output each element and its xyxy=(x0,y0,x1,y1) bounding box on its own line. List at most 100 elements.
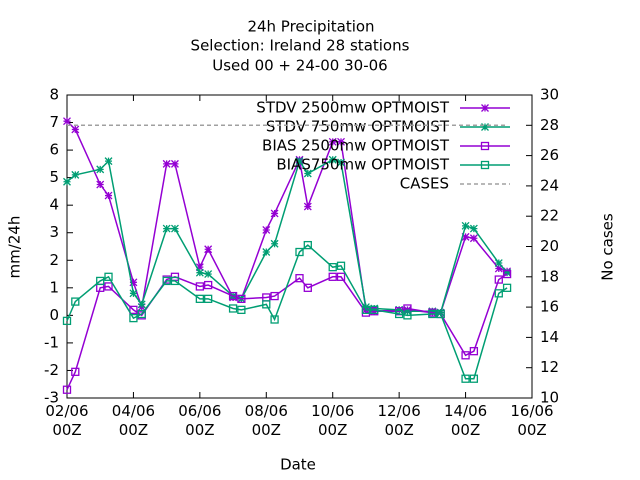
marker xyxy=(195,294,205,303)
y2-axis-label: No cases xyxy=(599,213,617,281)
x-tick-label: 14/06 00Z xyxy=(443,402,488,439)
chart-subtitle: Selection: Ireland 28 stations xyxy=(191,37,410,55)
marker xyxy=(394,309,404,319)
marker xyxy=(129,305,138,315)
y-axis-label: mm/24h xyxy=(6,216,24,279)
marker xyxy=(96,276,105,286)
marker xyxy=(237,305,246,315)
marker xyxy=(502,283,512,292)
marker xyxy=(303,283,312,292)
x-tick-label: 12/06 00Z xyxy=(377,402,421,439)
marker xyxy=(204,245,213,254)
legend-label: CASES xyxy=(400,175,449,193)
y2-tick-label: 14 xyxy=(540,328,559,346)
marker xyxy=(270,315,279,324)
marker xyxy=(162,159,171,168)
y-tick-label: -2 xyxy=(44,361,59,379)
x-tick-label: 16/06 00Z xyxy=(510,402,554,439)
marker xyxy=(162,224,171,233)
x-tick-label: 08/06 00Z xyxy=(244,402,288,439)
marker xyxy=(104,191,113,200)
marker xyxy=(129,289,138,298)
marker xyxy=(71,297,80,306)
marker xyxy=(195,263,204,272)
marker xyxy=(503,268,512,277)
y-tick-label: 2 xyxy=(49,251,59,269)
marker xyxy=(494,264,503,273)
y2-tick-label: 16 xyxy=(540,298,559,316)
marker xyxy=(170,224,179,233)
marker xyxy=(469,374,479,383)
marker xyxy=(195,268,204,277)
marker xyxy=(494,289,503,298)
marker xyxy=(469,347,479,356)
marker xyxy=(63,177,71,186)
y-tick-label: 1 xyxy=(49,278,59,296)
marker xyxy=(204,270,213,279)
x-tick-label: 02/06 00Z xyxy=(45,402,89,439)
marker xyxy=(195,282,205,291)
marker xyxy=(480,160,490,170)
marker xyxy=(270,239,279,248)
y-tick-label: -1 xyxy=(44,333,59,351)
marker xyxy=(502,269,512,279)
marker xyxy=(303,202,312,211)
legend-label: STDV 2500mw OPTMOIST xyxy=(256,99,450,117)
marker xyxy=(262,226,271,234)
marker xyxy=(336,261,346,270)
y2-tick-label: 22 xyxy=(540,207,559,225)
marker xyxy=(328,155,337,164)
marker xyxy=(137,300,146,309)
marker xyxy=(370,305,379,315)
y-tick-label: 5 xyxy=(49,168,59,186)
marker xyxy=(170,159,179,168)
marker xyxy=(295,247,304,257)
marker xyxy=(295,274,304,283)
marker xyxy=(71,125,80,134)
y2-tick-label: 20 xyxy=(540,237,559,255)
chart-title: 24h Precipitation xyxy=(247,18,374,36)
marker xyxy=(303,169,312,178)
marker xyxy=(63,117,71,126)
marker xyxy=(228,291,238,301)
y2-tick-label: 30 xyxy=(540,86,559,104)
marker xyxy=(228,304,238,313)
marker xyxy=(104,282,113,291)
y2-tick-label: 12 xyxy=(540,358,559,376)
marker xyxy=(62,316,72,326)
marker xyxy=(370,304,379,313)
marker xyxy=(204,294,213,303)
marker xyxy=(262,300,271,309)
marker xyxy=(328,137,337,146)
y-tick-label: -3 xyxy=(44,389,59,407)
marker xyxy=(270,209,279,218)
series-line xyxy=(66,244,508,380)
marker xyxy=(137,309,146,319)
chart-subtitle: Used 00 + 24-00 30-06 xyxy=(212,57,387,75)
marker xyxy=(270,291,279,301)
marker xyxy=(96,165,105,174)
marker xyxy=(104,272,113,281)
y-tick-label: 3 xyxy=(49,223,59,241)
marker xyxy=(436,309,445,319)
marker xyxy=(237,294,246,303)
marker xyxy=(469,224,478,233)
marker xyxy=(403,311,412,320)
marker xyxy=(162,276,171,286)
y-tick-label: 4 xyxy=(49,196,59,214)
marker xyxy=(71,367,80,376)
marker xyxy=(428,309,437,319)
y-tick-label: 8 xyxy=(49,86,59,104)
legend-label: STDV 750mw OPTMOIST xyxy=(266,118,450,136)
marker xyxy=(494,259,503,267)
marker xyxy=(436,308,445,317)
marker xyxy=(481,104,489,112)
marker xyxy=(337,158,345,167)
marker xyxy=(428,307,437,316)
marker xyxy=(361,305,371,315)
y-tick-label: 0 xyxy=(49,306,59,324)
marker xyxy=(303,240,312,250)
marker xyxy=(328,263,337,272)
x-tick-label: 10/06 00Z xyxy=(311,402,355,439)
